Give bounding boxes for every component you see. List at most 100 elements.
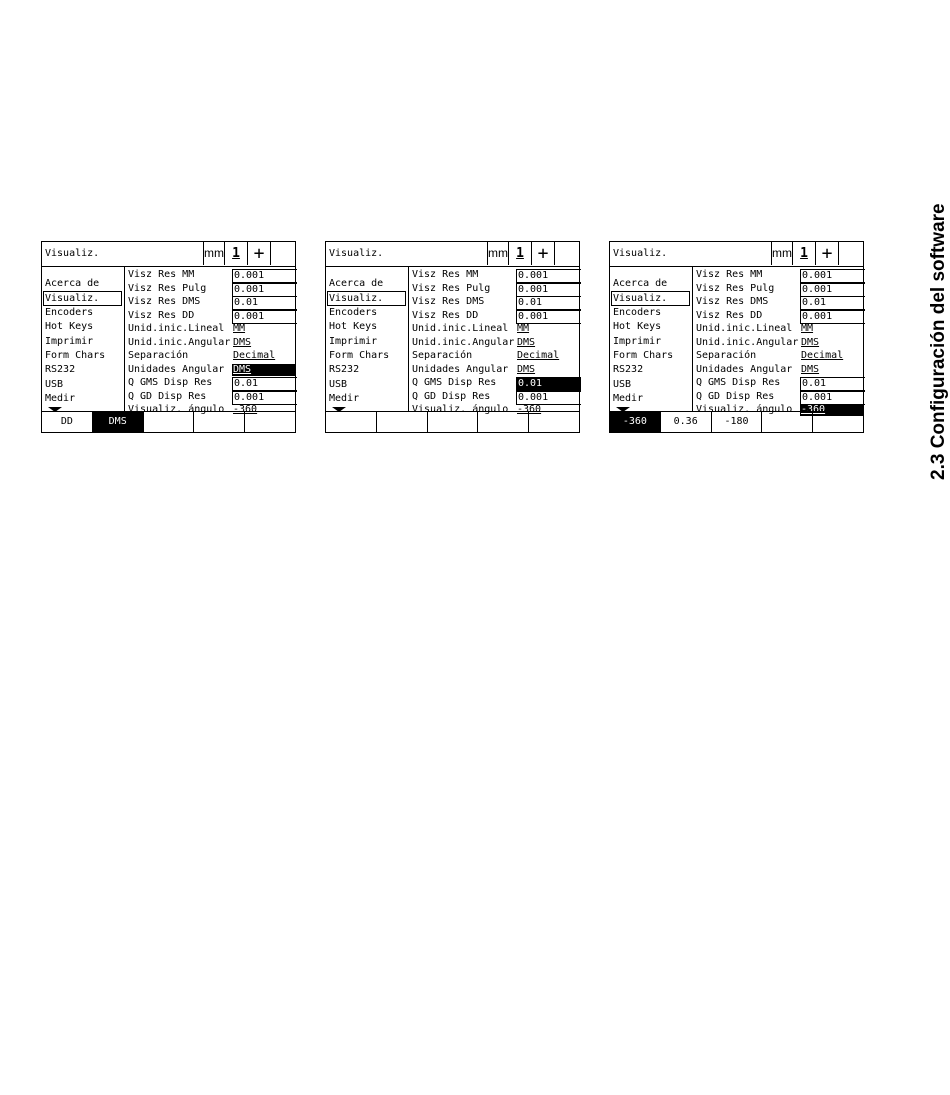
field-value[interactable]: 0.01 xyxy=(516,296,581,310)
menu-item[interactable]: Visualiz. xyxy=(43,291,122,307)
softkey[interactable]: DD xyxy=(60,416,73,427)
field-value-text: 0.001 xyxy=(802,391,833,403)
field-value[interactable]: Decimal xyxy=(232,350,296,362)
softkey[interactable] xyxy=(761,412,812,432)
menu-item[interactable]: Acerca de xyxy=(45,278,100,289)
field-value[interactable]: Decimal xyxy=(800,350,864,362)
field-value[interactable]: 0.001 xyxy=(800,390,865,405)
field-value[interactable]: 0.001 xyxy=(232,269,297,283)
softkey[interactable] xyxy=(326,412,376,432)
softkey[interactable] xyxy=(477,412,528,432)
field-value[interactable]: MM xyxy=(516,323,580,335)
softkey[interactable]: DMS xyxy=(91,412,143,432)
scroll-down-icon[interactable] xyxy=(332,407,346,412)
field-value[interactable]: DMS xyxy=(800,337,864,349)
field-value[interactable]: -360 xyxy=(232,404,296,416)
field-value[interactable]: DMS xyxy=(516,364,580,376)
menu-item[interactable]: Imprimir xyxy=(45,335,94,347)
softkey[interactable] xyxy=(426,412,478,432)
menu-item[interactable]: Form Chars xyxy=(329,350,390,361)
softkey[interactable] xyxy=(244,412,295,432)
field-value[interactable]: 0.01 xyxy=(800,296,865,310)
field-value[interactable]: 0.001 xyxy=(800,269,865,283)
menu-item[interactable]: Form Chars xyxy=(613,350,674,361)
menu-item[interactable]: Encoders xyxy=(45,306,94,318)
menu-item[interactable]: Visualiz. xyxy=(611,291,690,307)
header-blank-cell xyxy=(554,242,581,265)
field-value[interactable]: 0.001 xyxy=(516,390,581,405)
scroll-down-icon[interactable] xyxy=(616,407,630,412)
menu-item[interactable]: Hot Keys xyxy=(329,321,378,333)
axis-reference-icon[interactable]: 1 xyxy=(224,242,247,265)
crosshair-icon[interactable]: + xyxy=(247,242,270,265)
menu-item[interactable]: RS232 xyxy=(329,364,360,376)
menu-item[interactable]: USB xyxy=(45,378,64,390)
softkey[interactable] xyxy=(375,412,427,432)
menu-item[interactable]: Encoders xyxy=(613,306,662,318)
field-value[interactable]: 0.001 xyxy=(800,309,865,324)
field-value-text: -360 xyxy=(801,404,826,415)
field-value[interactable]: MM xyxy=(232,323,296,335)
unit-indicator[interactable]: mm xyxy=(487,242,508,265)
field-label: Visz Res MM xyxy=(128,269,195,280)
axis-reference-icon[interactable]: 1 xyxy=(792,242,815,265)
field-value[interactable]: 0.01 xyxy=(232,296,297,310)
field-value[interactable]: 0.001 xyxy=(800,282,865,297)
menu-item[interactable]: Imprimir xyxy=(329,335,378,347)
field-value[interactable]: -360 xyxy=(516,404,580,416)
field-value[interactable]: DMS xyxy=(516,337,580,349)
unit-indicator[interactable]: mm xyxy=(771,242,792,265)
softkey[interactable]: 0.36 xyxy=(659,412,711,432)
menu-item[interactable]: Medir xyxy=(329,393,360,405)
header-blank-cell xyxy=(838,242,865,265)
field-value[interactable]: MM xyxy=(800,323,864,335)
field-value-text: 0.01 xyxy=(518,378,543,389)
menu-item[interactable]: USB xyxy=(329,378,348,390)
field-value[interactable]: 0.01 xyxy=(800,377,865,391)
softkey[interactable] xyxy=(193,412,244,432)
unit-indicator[interactable]: mm xyxy=(203,242,224,265)
crosshair-icon[interactable]: + xyxy=(815,242,838,265)
menu-item[interactable]: Visualiz. xyxy=(327,291,406,307)
menu-item[interactable]: Medir xyxy=(45,393,76,405)
field-label: Unid.inic.Lineal xyxy=(128,323,225,334)
crosshair-icon[interactable]: + xyxy=(531,242,554,265)
screen-header: Visualiz. mm 1 + xyxy=(326,242,579,267)
field-value[interactable]: 0.01 xyxy=(232,377,297,391)
field-value[interactable]: DMS xyxy=(232,363,296,376)
field-value[interactable]: 0.001 xyxy=(516,269,581,283)
field-value[interactable]: DMS xyxy=(232,337,296,349)
softkey[interactable] xyxy=(528,412,579,432)
menu-item[interactable]: Encoders xyxy=(329,306,378,318)
menu-item[interactable]: Medir xyxy=(613,393,644,405)
field-value[interactable]: 0.01 xyxy=(516,377,581,391)
softkey[interactable]: -360 xyxy=(610,412,660,432)
menu-item[interactable]: Acerca de xyxy=(329,278,384,289)
field-value[interactable]: 0.001 xyxy=(516,282,581,297)
field-value[interactable]: DMS xyxy=(800,364,864,376)
scroll-down-icon[interactable] xyxy=(48,407,62,412)
field-value[interactable]: Decimal xyxy=(516,350,580,362)
menu-item[interactable]: Acerca de xyxy=(613,278,668,289)
field-value[interactable]: 0.001 xyxy=(232,309,297,324)
field-label: Unidades Angular xyxy=(696,363,793,375)
field-value[interactable]: 0.001 xyxy=(232,390,297,405)
menu-item[interactable]: Imprimir xyxy=(613,335,662,347)
menu-item[interactable]: RS232 xyxy=(613,364,644,376)
menu-item[interactable]: RS232 xyxy=(45,364,76,376)
field-value[interactable]: -360 xyxy=(800,404,864,416)
field-value-text: 0.001 xyxy=(518,391,549,403)
menu-item[interactable]: USB xyxy=(613,378,632,390)
display-screen: Visualiz. mm 1 + Acerca de Visualiz. Encoders H… xyxy=(41,241,297,433)
field-value-text: -360 xyxy=(517,404,542,415)
field-value[interactable]: 0.001 xyxy=(516,309,581,324)
softkey[interactable] xyxy=(812,412,863,432)
menu-item[interactable]: Hot Keys xyxy=(613,321,662,333)
field-value[interactable]: 0.001 xyxy=(232,282,297,297)
menu-item[interactable]: Form Chars xyxy=(45,350,106,361)
menu-item[interactable]: Hot Keys xyxy=(45,321,94,333)
axis-reference-icon[interactable]: 1 xyxy=(508,242,531,265)
softkey[interactable]: -180 xyxy=(710,412,762,432)
softkey[interactable] xyxy=(142,412,194,432)
softkey-bar xyxy=(326,411,579,432)
